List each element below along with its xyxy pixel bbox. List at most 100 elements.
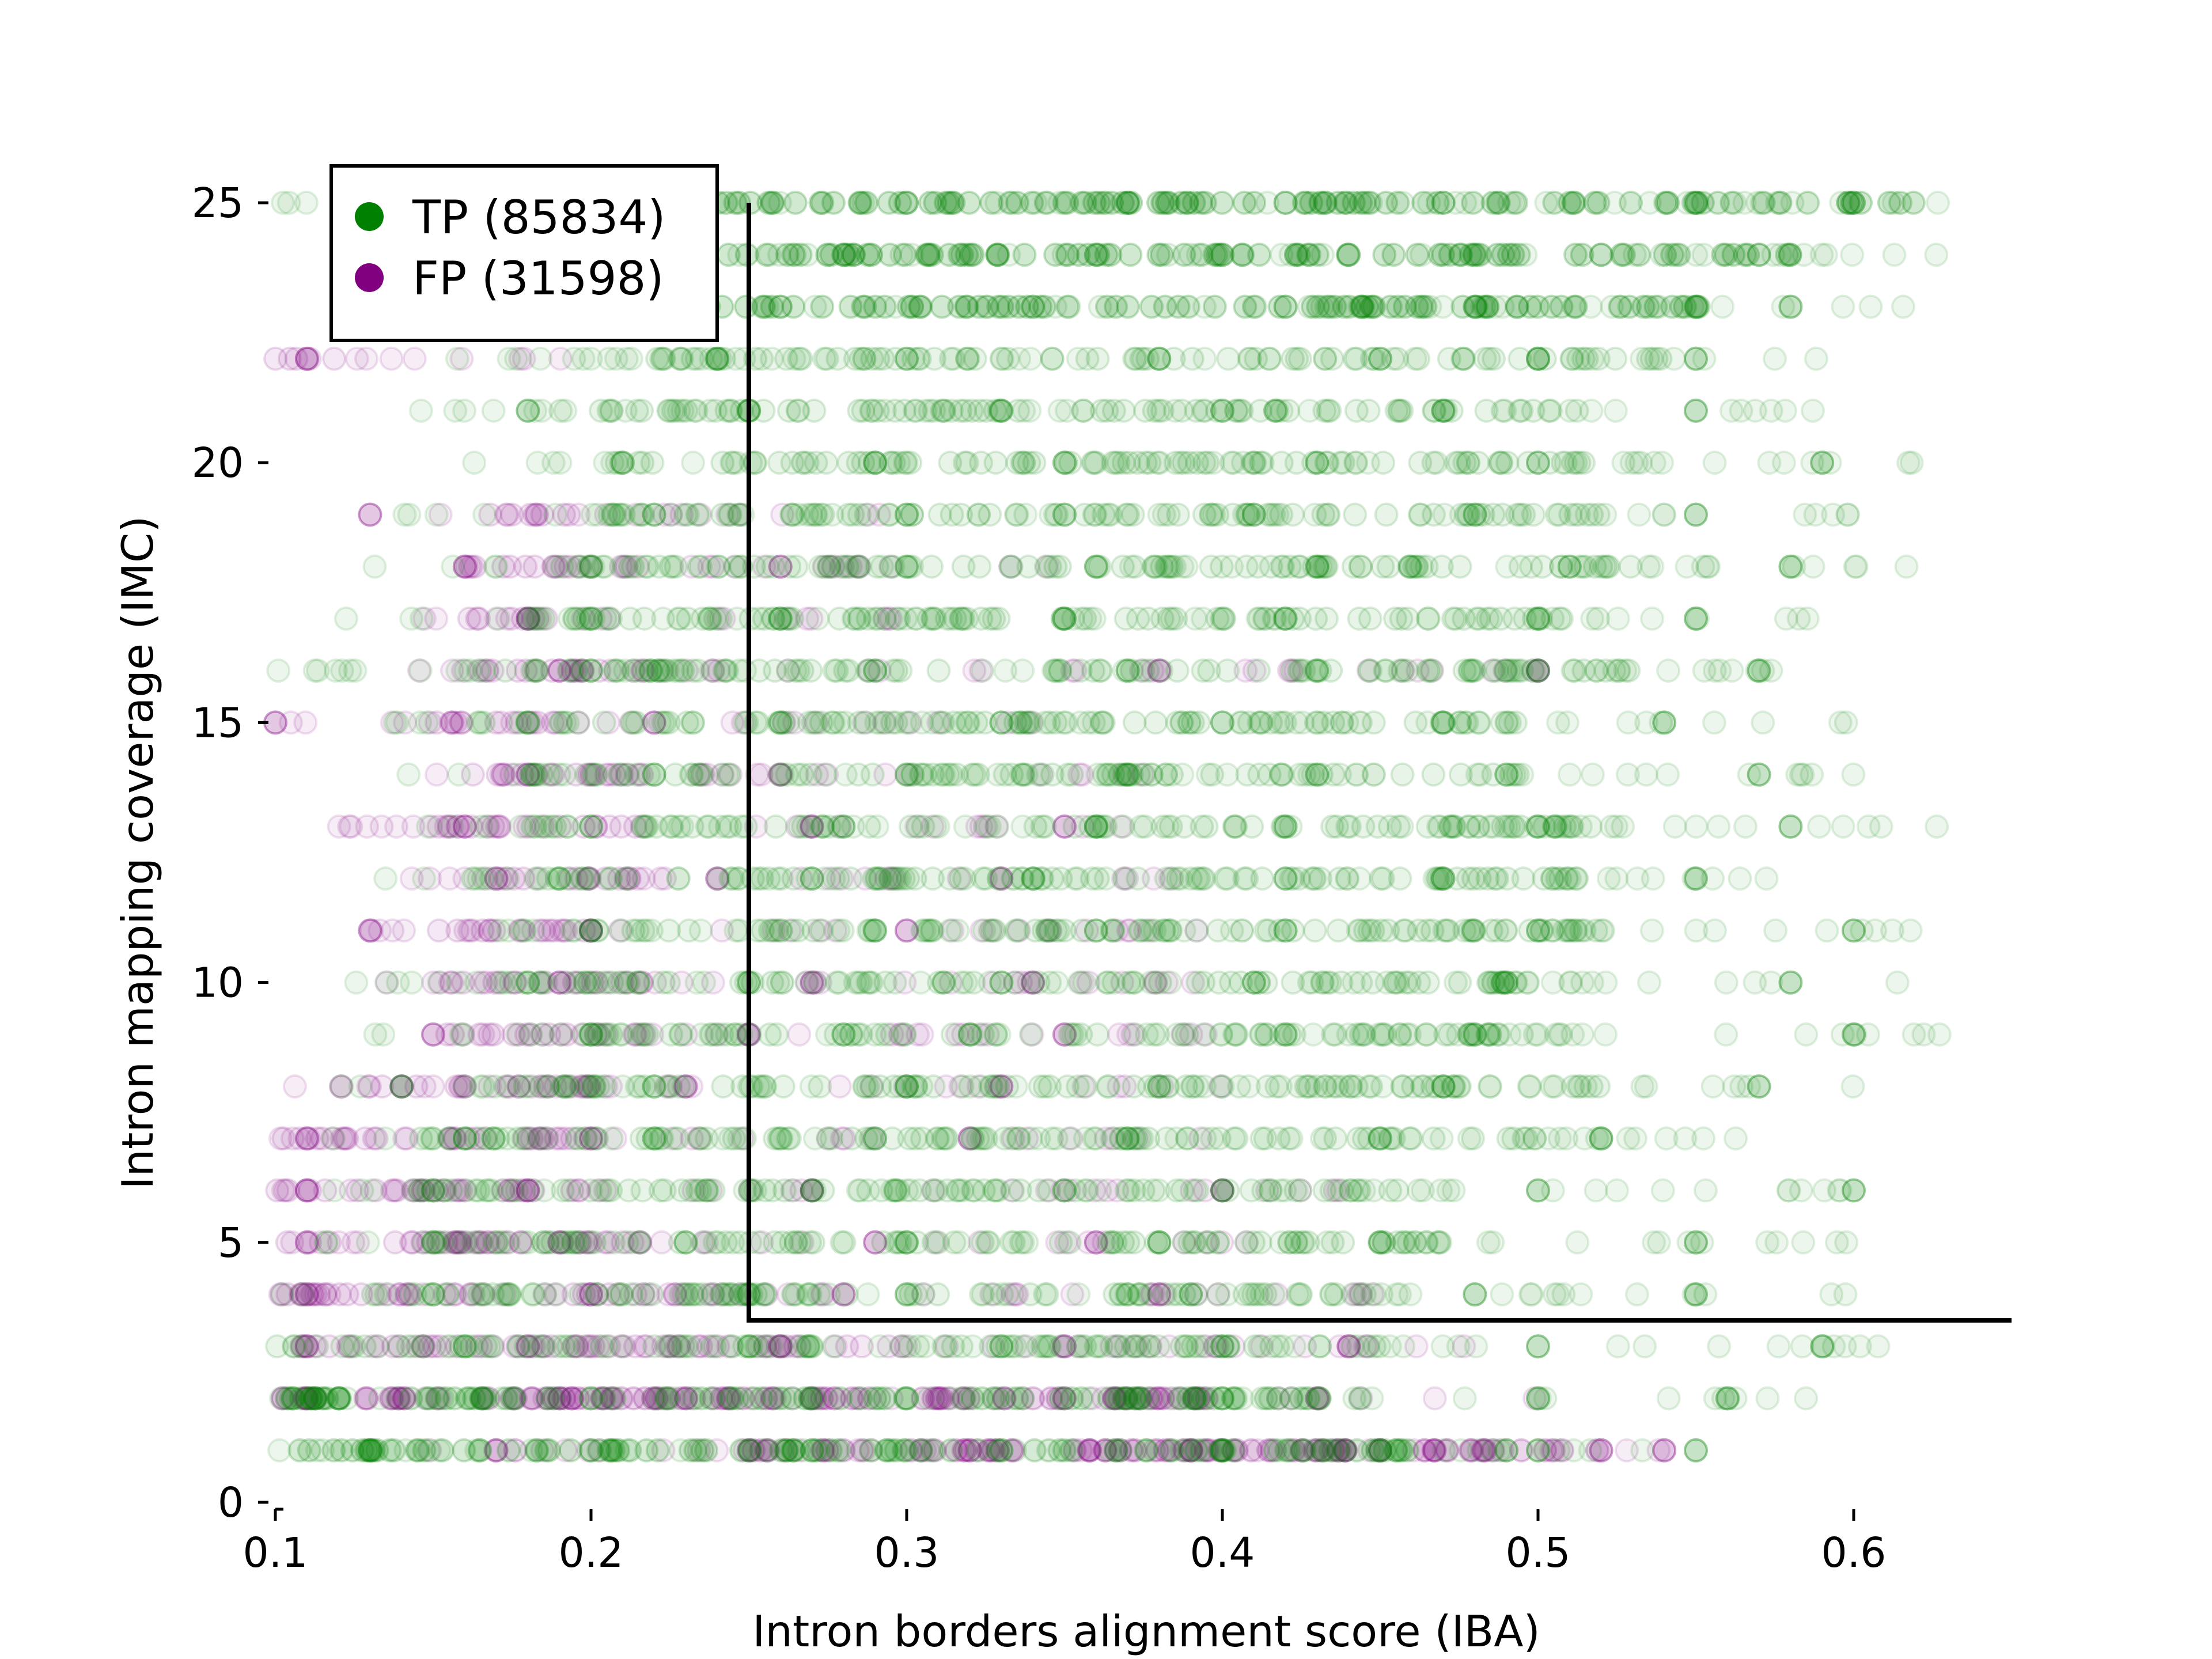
data-point [704,1438,729,1463]
data-point [905,1022,930,1047]
data-point [407,658,431,683]
data-point [774,1334,798,1359]
data-point [418,1334,442,1359]
data-point [846,762,870,787]
data-point [619,710,643,735]
data-point [678,1438,703,1463]
data-point [501,1022,526,1047]
data-point [524,658,548,683]
data-point [1630,1074,1655,1099]
data-point [464,1334,489,1359]
data-point [422,1334,447,1359]
data-point [1707,1334,1732,1359]
data-point [1627,502,1652,527]
data-point [768,710,793,735]
data-point [294,191,319,215]
data-point [768,1126,793,1151]
data-point [999,1178,1024,1203]
data-point [597,606,621,631]
data-point [716,243,741,267]
data-point [535,1386,560,1411]
data-point [509,1230,533,1255]
data-point [1347,1282,1371,1307]
data-point [855,243,880,267]
data-point [1546,1438,1571,1463]
data-point [397,1282,422,1307]
data-point [365,1334,389,1359]
data-point [1190,1438,1214,1463]
data-point [863,918,888,943]
data-point [1655,191,1680,215]
data-point [716,1386,741,1411]
data-point [1132,814,1157,839]
data-point [1146,1386,1171,1411]
data-point [1111,866,1136,891]
data-point [768,606,793,631]
data-point [560,658,585,683]
data-point [978,502,1002,527]
data-point [868,1334,892,1359]
data-point [1925,814,1949,839]
data-point [1490,1438,1514,1463]
data-point [673,1022,698,1047]
data-point [317,1334,342,1359]
data-point [809,1386,834,1411]
data-point [477,1074,502,1099]
data-point [530,1126,555,1151]
data-point [927,502,952,527]
data-point [801,918,826,943]
data-point [1335,814,1360,839]
data-point [1759,398,1783,423]
data-point [1490,502,1515,527]
data-point [451,1022,476,1047]
data-point [1125,1126,1149,1151]
data-point [427,970,451,995]
data-point [605,1282,630,1307]
data-point [963,762,987,787]
data-point [1374,502,1399,527]
data-point [680,1126,704,1151]
data-point [1766,1334,1791,1359]
data-point [421,1230,445,1255]
data-point [428,1334,452,1359]
data-point [1656,1386,1681,1411]
data-point [1191,658,1215,683]
data-point [335,1126,359,1151]
data-point [281,1126,305,1151]
data-point [1431,243,1456,267]
data-point [1297,243,1321,267]
data-point [1116,1022,1141,1047]
data-point [1050,1178,1075,1203]
data-point [1778,814,1803,839]
data-point [1067,970,1092,995]
data-point [1710,294,1735,319]
data-point [810,191,835,215]
data-point [486,762,510,787]
data-point [741,1386,766,1411]
data-point [1684,294,1708,319]
data-point [363,1178,388,1203]
data-point [1478,1074,1502,1099]
data-point [435,1022,460,1047]
data-point [1104,294,1128,319]
data-point [443,398,468,423]
data-point [626,970,651,995]
data-point [438,1126,463,1151]
data-point [799,814,824,839]
data-point [931,970,956,995]
data-point [525,866,550,891]
data-point [427,970,452,995]
data-point [418,710,442,735]
data-point [686,762,711,787]
data-point [1283,658,1308,683]
data-point [332,1126,357,1151]
data-point [349,1282,374,1307]
data-point [1313,1126,1338,1151]
data-point [1331,1230,1355,1255]
data-point [1493,658,1517,683]
data-point [573,1386,598,1411]
data-point [1233,658,1258,683]
data-point [762,918,786,943]
data-point [1441,1178,1466,1203]
data-point [329,1126,354,1151]
